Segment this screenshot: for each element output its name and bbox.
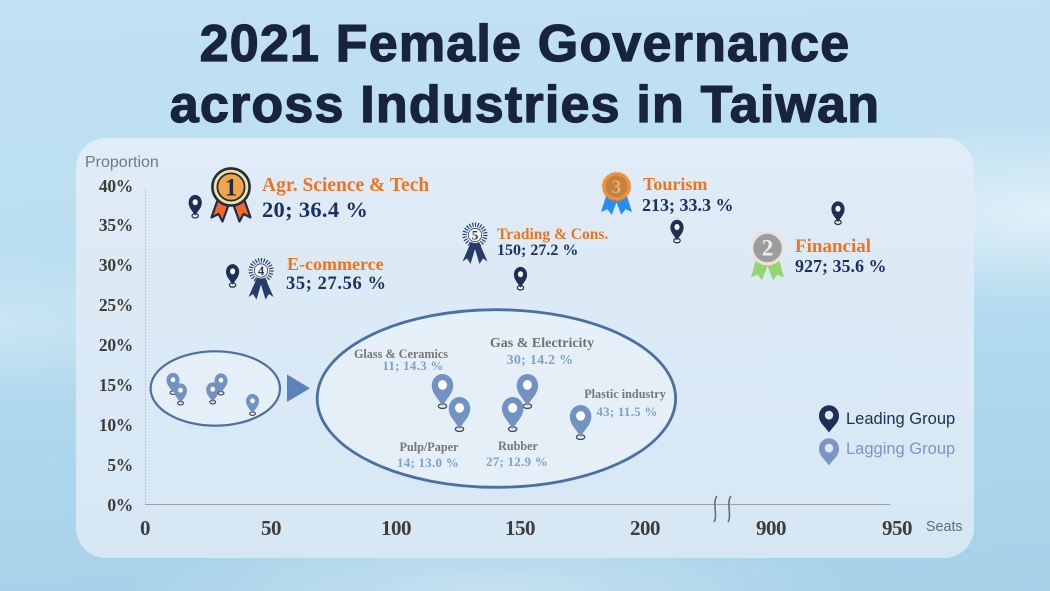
svg-text:2: 2	[762, 236, 774, 261]
svg-text:1: 1	[225, 175, 238, 202]
svg-text:3: 3	[612, 177, 622, 198]
svg-text:5: 5	[472, 228, 479, 243]
svg-text:4: 4	[258, 263, 265, 278]
